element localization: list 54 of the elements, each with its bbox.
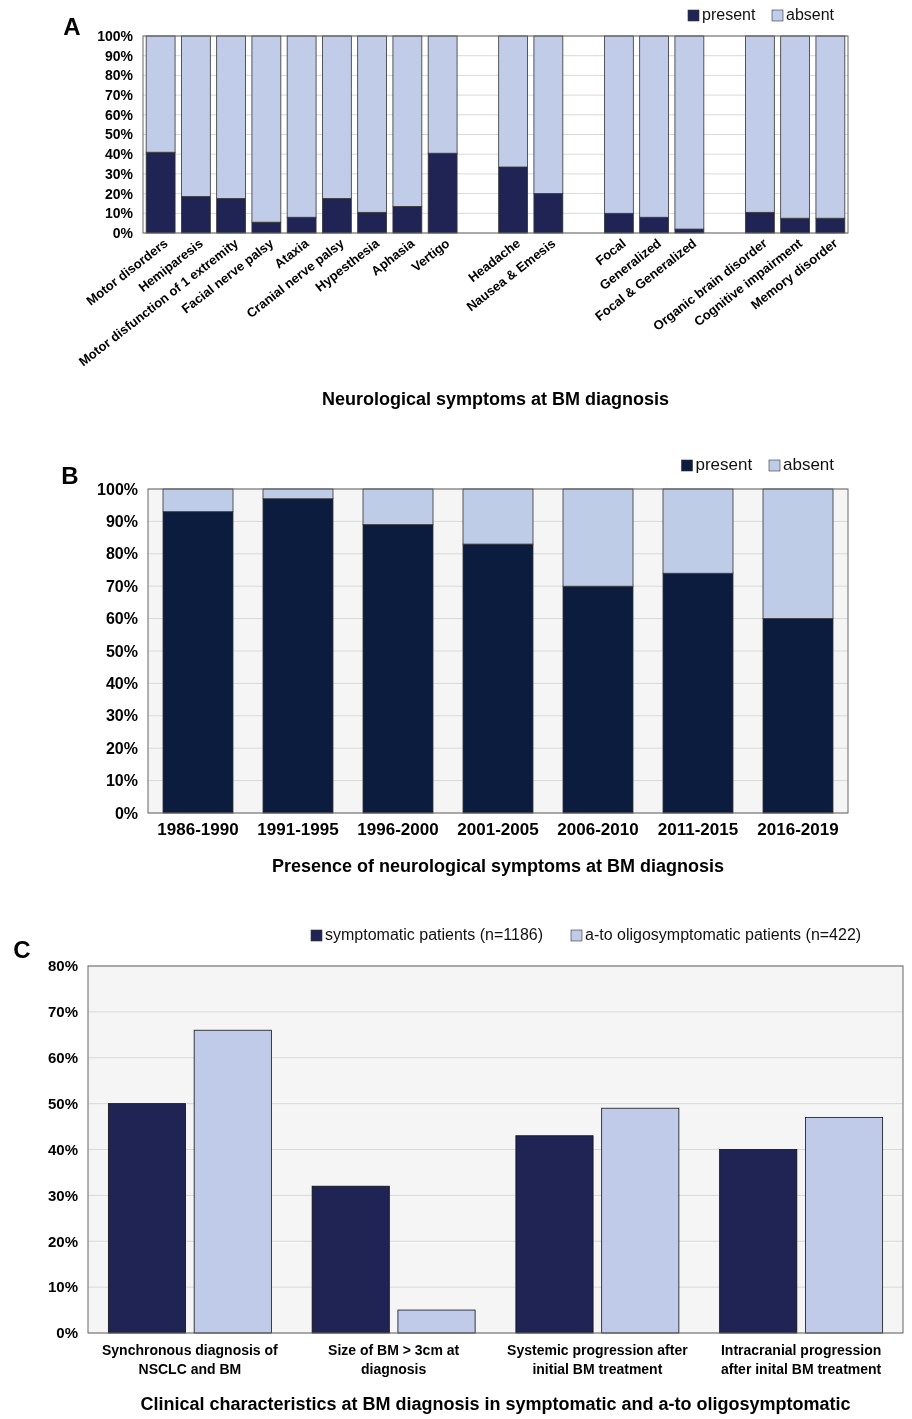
x-tick-label: Synchronous diagnosis of NSCLC and BM — [101, 1342, 279, 1377]
y-tick-label: 80% — [47, 957, 78, 975]
y-tick-label: 70% — [47, 1003, 78, 1021]
y-tick-label: 20% — [104, 185, 134, 202]
y-tick-label: 50% — [47, 1094, 78, 1112]
legend-label: symptomatic patients (n=1186) — [325, 926, 544, 943]
y-tick-label: 90% — [105, 513, 138, 530]
legend-label: absent — [783, 455, 835, 474]
y-tick-label: 10% — [104, 205, 134, 222]
y-tick-label: 50% — [105, 642, 138, 660]
y-tick-label: 90% — [104, 47, 134, 64]
y-tick-label: 20% — [47, 1232, 78, 1250]
x-tick-label: Systemic progression after initial BM treatment — [507, 1342, 689, 1377]
x-tick-label: 2006-2010 — [557, 820, 639, 839]
text: Clinical characteristics at BM diagnosis in symptomatic and a-to oligosymptomatic — [140, 1394, 851, 1414]
x-tick-label: 1996-2000 — [357, 820, 439, 839]
legend-label: a-to oligosymptomatic patients (n=422) — [585, 926, 862, 943]
x-tick-label: 2001-2005 — [457, 820, 539, 839]
y-tick-label: 40% — [104, 146, 134, 163]
x-tick-label: Intracranial progression after inital BM treatment — [720, 1342, 882, 1377]
y-tick-label: 20% — [105, 739, 138, 757]
y-tick-label: 30% — [47, 1186, 78, 1204]
text: Neurological symptoms at BM diagnosis — [321, 389, 670, 409]
y-tick-label: 30% — [105, 707, 138, 725]
y-tick-label: 100% — [97, 480, 138, 498]
y-tick-label: 10% — [105, 772, 138, 790]
text: A — [63, 13, 81, 41]
y-tick-label: 80% — [105, 545, 138, 563]
x-tick-label: Size of BM > 3cm at diagnosis — [328, 1342, 460, 1377]
y-tick-label: 80% — [104, 67, 134, 84]
legend-label: present — [702, 6, 756, 23]
x-tick-label: 2011-2015 — [657, 820, 739, 839]
text: Presence of neurological symptoms at BM diagnosis — [271, 856, 725, 876]
y-tick-label: 60% — [47, 1049, 78, 1066]
text: C — [13, 936, 31, 964]
x-tick-label: 1991-1995 — [257, 820, 339, 839]
text: B — [61, 462, 79, 490]
y-tick-label: 0% — [112, 224, 134, 241]
y-tick-label: 70% — [105, 577, 138, 595]
y-tick-label: 100% — [97, 27, 134, 44]
legend-label: absent — [786, 6, 835, 23]
y-tick-label: 70% — [104, 87, 134, 103]
y-tick-label: 40% — [105, 675, 138, 692]
y-tick-label: 0% — [114, 804, 138, 822]
y-tick-label: 40% — [47, 1140, 78, 1158]
legend-label: present — [695, 455, 753, 474]
x-tick-label: 1986-1990 — [157, 820, 239, 839]
y-tick-label: 50% — [104, 126, 134, 143]
y-tick-label: 60% — [105, 610, 138, 628]
y-tick-label: 30% — [104, 165, 134, 182]
x-tick-label: 2016-2019 — [757, 820, 839, 839]
y-tick-label: 60% — [104, 106, 134, 123]
y-tick-label: 10% — [47, 1278, 78, 1296]
y-tick-label: 0% — [56, 1324, 78, 1342]
